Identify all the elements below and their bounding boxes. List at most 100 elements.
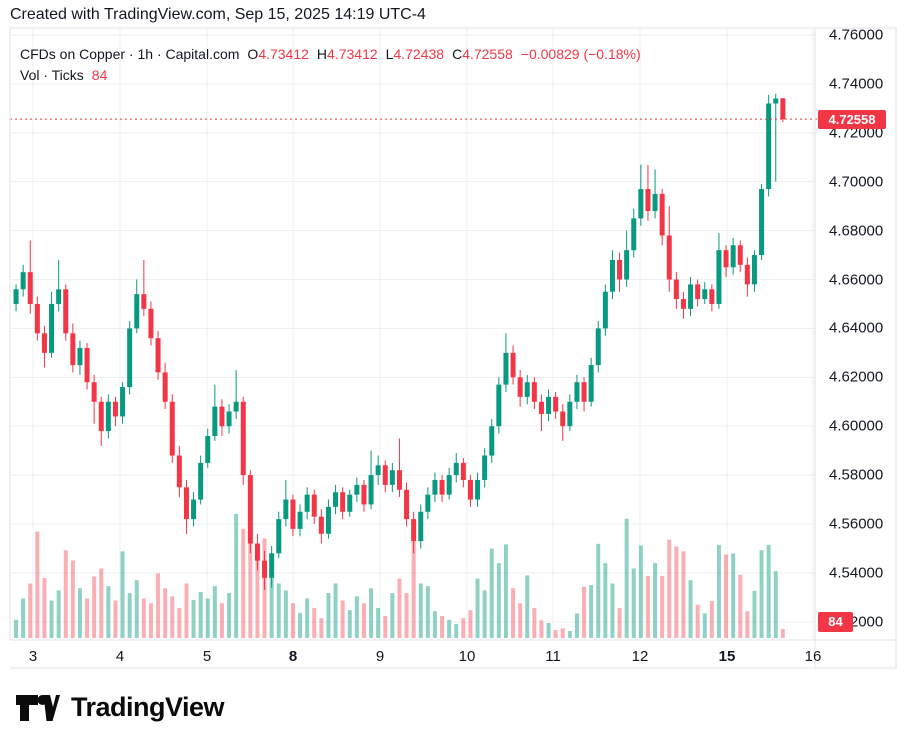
candle-body[interactable] [311,494,317,517]
candle-body[interactable] [730,245,736,268]
volume-bar[interactable] [305,598,310,638]
candle-body[interactable] [418,511,424,542]
volume-bar[interactable] [461,618,466,638]
candle-body[interactable] [688,284,694,309]
volume-bar[interactable] [77,588,82,638]
candle-body[interactable] [112,401,118,417]
candle-body[interactable] [723,250,729,268]
volume-bar[interactable] [63,550,68,638]
candle-body[interactable] [695,284,701,300]
volume-bar[interactable] [99,568,104,638]
candle-body[interactable] [404,489,410,520]
volume-bar[interactable] [106,586,111,638]
volume-bar[interactable] [631,568,636,638]
candle-body[interactable] [467,479,473,500]
volume-bar[interactable] [709,601,714,638]
candle-body[interactable] [560,411,566,427]
candle-body[interactable] [297,511,303,529]
candle-body[interactable] [503,352,509,385]
volume-bar[interactable] [14,619,19,638]
candle-body[interactable] [638,189,644,219]
candle-body[interactable] [262,560,268,578]
volume-bar[interactable] [667,539,672,638]
candle-body[interactable] [617,259,623,280]
volume-bar[interactable] [724,554,729,638]
volume-bar[interactable] [546,623,551,638]
volume-bar[interactable] [603,563,608,638]
candle-body[interactable] [460,462,466,480]
volume-bar[interactable] [141,598,146,638]
volume-bar[interactable] [241,528,246,638]
volume-bar[interactable] [468,610,473,638]
candle-body[interactable] [773,98,779,104]
candle-body[interactable] [276,519,282,554]
candle-body[interactable] [631,218,637,251]
volume-bar[interactable] [574,613,579,638]
candle-body[interactable] [482,455,488,480]
candle-body[interactable] [254,543,260,561]
volume-bar[interactable] [319,618,324,638]
candle-body[interactable] [269,553,275,578]
volume-bar[interactable] [645,575,650,638]
candle-body[interactable] [716,250,722,304]
candle-body[interactable] [155,338,161,373]
volume-bar[interactable] [92,576,97,638]
volume-bar[interactable] [780,629,785,638]
candle-body[interactable] [546,396,552,414]
candle-body[interactable] [148,308,154,339]
candle-body[interactable] [759,189,765,256]
candle-body[interactable] [240,401,246,476]
volume-bar[interactable] [738,574,743,638]
volume-bar[interactable] [596,543,601,638]
candle-body[interactable] [496,384,502,427]
volume-bar[interactable] [333,583,338,638]
candle-body[interactable] [304,494,310,512]
volume-bar[interactable] [688,580,693,638]
candle-body[interactable] [91,382,97,402]
volume-bar[interactable] [425,586,430,638]
volume-bar[interactable] [731,553,736,638]
candle-body[interactable] [290,499,296,529]
volume-bar[interactable] [674,546,679,638]
volume-bar[interactable] [432,611,437,638]
candle-body[interactable] [162,372,168,402]
candle-body[interactable] [588,365,594,402]
candle-body[interactable] [517,377,523,397]
volume-bar[interactable] [326,593,331,638]
candle-body[interactable] [56,289,62,304]
volume-bar[interactable] [56,590,61,638]
volume-label[interactable]: Vol · Ticks [20,67,84,83]
volume-bar[interactable] [35,531,40,638]
volume-bar[interactable] [660,575,665,638]
candle-body[interactable] [595,328,601,366]
volume-bar[interactable] [255,558,260,638]
candle-body[interactable] [63,289,69,334]
volume-bar[interactable] [532,608,537,638]
volume-bar[interactable] [496,563,501,638]
candle-body[interactable] [382,465,388,485]
volume-bar[interactable] [148,603,153,638]
volume-bar[interactable] [695,604,700,638]
candle-body[interactable] [49,303,55,353]
volume-bar[interactable] [418,583,423,638]
candle-body[interactable] [673,279,679,300]
volume-bar[interactable] [269,553,274,638]
volume-bar[interactable] [28,583,33,638]
candle-body[interactable] [389,470,395,485]
candle-body[interactable] [169,401,175,456]
candle-body[interactable] [13,289,19,304]
candle-body[interactable] [318,516,324,534]
candle-body[interactable] [27,272,33,304]
candle-body[interactable] [702,289,708,300]
volume-bar[interactable] [617,608,622,638]
candle-body[interactable] [624,250,630,280]
candle-body[interactable] [191,499,197,520]
volume-bar[interactable] [553,629,558,638]
candle-body[interactable] [531,382,537,402]
volume-bar[interactable] [447,619,452,638]
volume-bar[interactable] [539,620,544,638]
volume-bar[interactable] [752,590,757,638]
candle-body[interactable] [198,462,204,500]
volume-bar[interactable] [482,590,487,638]
volume-bar[interactable] [163,588,168,638]
